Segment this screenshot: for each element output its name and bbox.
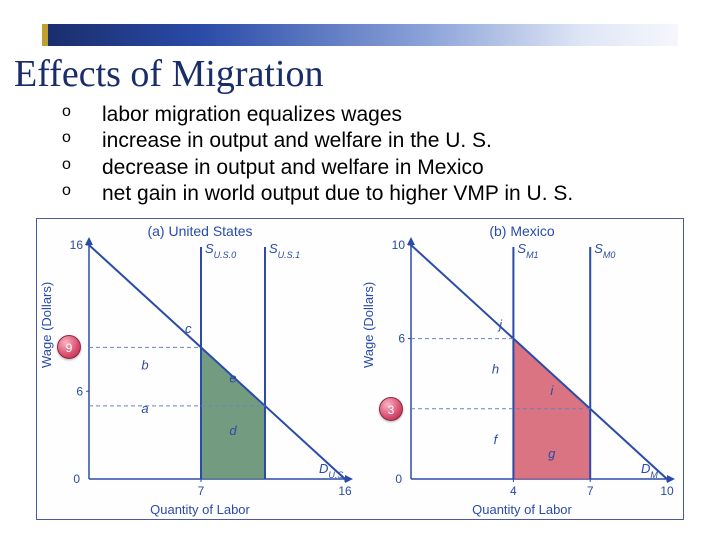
svg-text:6: 6 [76, 384, 83, 398]
panel-a-chart: DU.S. SU.S.0 SU.S.1 0 6 16 7 16 a b c d e [41, 223, 359, 517]
slide-title: Effects of Migration [14, 52, 324, 96]
svg-text:16: 16 [70, 238, 84, 252]
panel-b-chart: DMSM0SM106104710fghij [363, 223, 681, 517]
svg-text:7: 7 [198, 484, 205, 498]
panel-b: (b) Mexico Wage (Dollars) Quantity of La… [363, 223, 681, 517]
svg-text:4: 4 [510, 484, 517, 498]
panel-a: (a) United States Wage (Dollars) Quantit… [41, 223, 359, 517]
panel-a-y-label: Wage (Dollars) [39, 282, 54, 368]
svg-text:c: c [185, 321, 192, 336]
svg-text:0: 0 [395, 472, 402, 486]
svg-text:16: 16 [338, 484, 352, 498]
list-item: net gain in world output due to higher V… [62, 181, 573, 207]
svg-text:a: a [141, 401, 148, 416]
svg-text:DM: DM [641, 461, 658, 480]
figure-container: (a) United States Wage (Dollars) Quantit… [36, 218, 684, 520]
list-item: labor migration equalizes wages [62, 102, 573, 128]
svg-text:b: b [141, 357, 148, 372]
svg-text:d: d [229, 423, 237, 438]
svg-text:SU.S.1: SU.S.1 [269, 241, 300, 260]
svg-text:g: g [548, 446, 556, 461]
svg-text:10: 10 [660, 484, 674, 498]
badge-wage-b: 3 [379, 397, 403, 421]
svg-text:f: f [494, 432, 499, 447]
panel-b-y-label: Wage (Dollars) [361, 282, 376, 368]
svg-text:h: h [492, 362, 499, 377]
panel-a-title: (a) United States [41, 223, 359, 239]
svg-text:SM1: SM1 [517, 241, 538, 260]
svg-text:7: 7 [587, 484, 594, 498]
svg-text:SM0: SM0 [594, 241, 615, 260]
header-gradient-bar [42, 24, 678, 46]
panel-a-x-label: Quantity of Labor [41, 502, 359, 517]
svg-text:10: 10 [392, 238, 406, 252]
svg-text:6: 6 [398, 332, 405, 346]
list-item: increase in output and welfare in the U.… [62, 128, 573, 154]
panel-b-title: (b) Mexico [363, 223, 681, 239]
panel-b-x-label: Quantity of Labor [363, 502, 681, 517]
header-accent [42, 24, 48, 46]
svg-text:DU.S.: DU.S. [319, 461, 346, 480]
svg-text:e: e [229, 370, 236, 385]
svg-text:0: 0 [73, 472, 80, 486]
bullet-list: labor migration equalizes wages increase… [62, 102, 573, 207]
list-item: decrease in output and welfare in Mexico [62, 155, 573, 181]
svg-text:SU.S.0: SU.S.0 [205, 241, 236, 260]
